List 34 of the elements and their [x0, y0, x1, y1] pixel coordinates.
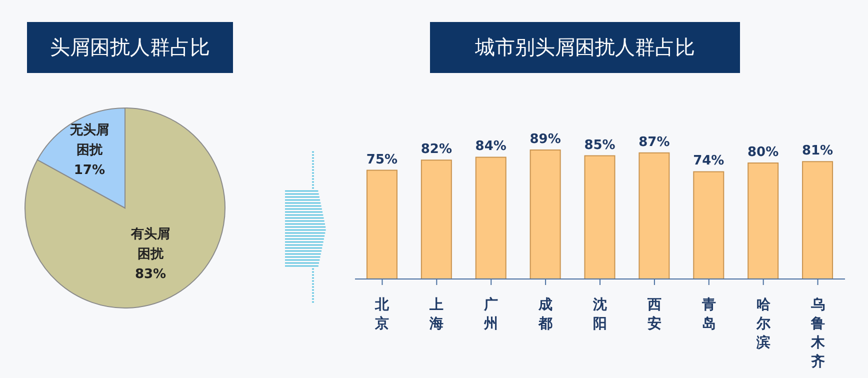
data-label: 17%	[72, 162, 106, 180]
data-label: 85%	[584, 138, 616, 153]
data-label: 89%	[530, 132, 561, 147]
slice-label: 有头屑困扰	[130, 226, 172, 264]
data-label: 81%	[802, 144, 834, 159]
bar	[693, 171, 724, 280]
x-tick-label: 哈尔滨	[755, 297, 772, 351]
x-tick-label: 乌鲁木齐	[810, 297, 826, 370]
pie-slice	[24, 108, 226, 308]
chart-title: 头屑困扰人群占比	[27, 22, 233, 73]
data-label: 87%	[638, 134, 670, 150]
x-tick-label: 西安	[646, 297, 662, 332]
data-label: 74%	[693, 154, 724, 169]
bar	[530, 150, 561, 280]
bar	[802, 161, 834, 280]
data-label: 84%	[475, 139, 506, 154]
data-label: 75%	[366, 152, 398, 168]
x-tick-label: 青岛	[700, 297, 716, 332]
data-label: 80%	[748, 145, 779, 160]
bar	[420, 160, 452, 280]
x-tick-label: 上海	[428, 297, 444, 332]
bar	[366, 170, 398, 280]
chart-title: 城市别头屑困扰人群占比	[430, 22, 740, 73]
bar	[584, 155, 616, 280]
data-label: 82%	[420, 142, 452, 158]
bar	[475, 156, 506, 280]
x-tick-label: 北京	[374, 297, 390, 332]
slice-label: 无头屑困扰	[68, 122, 110, 160]
bar	[748, 162, 779, 280]
x-tick-label: 成都	[538, 297, 553, 332]
x-tick-label: 广州	[483, 296, 498, 332]
bar	[638, 152, 670, 280]
data-label: 83%	[134, 266, 168, 284]
x-tick-label: 沈阳	[592, 297, 607, 332]
